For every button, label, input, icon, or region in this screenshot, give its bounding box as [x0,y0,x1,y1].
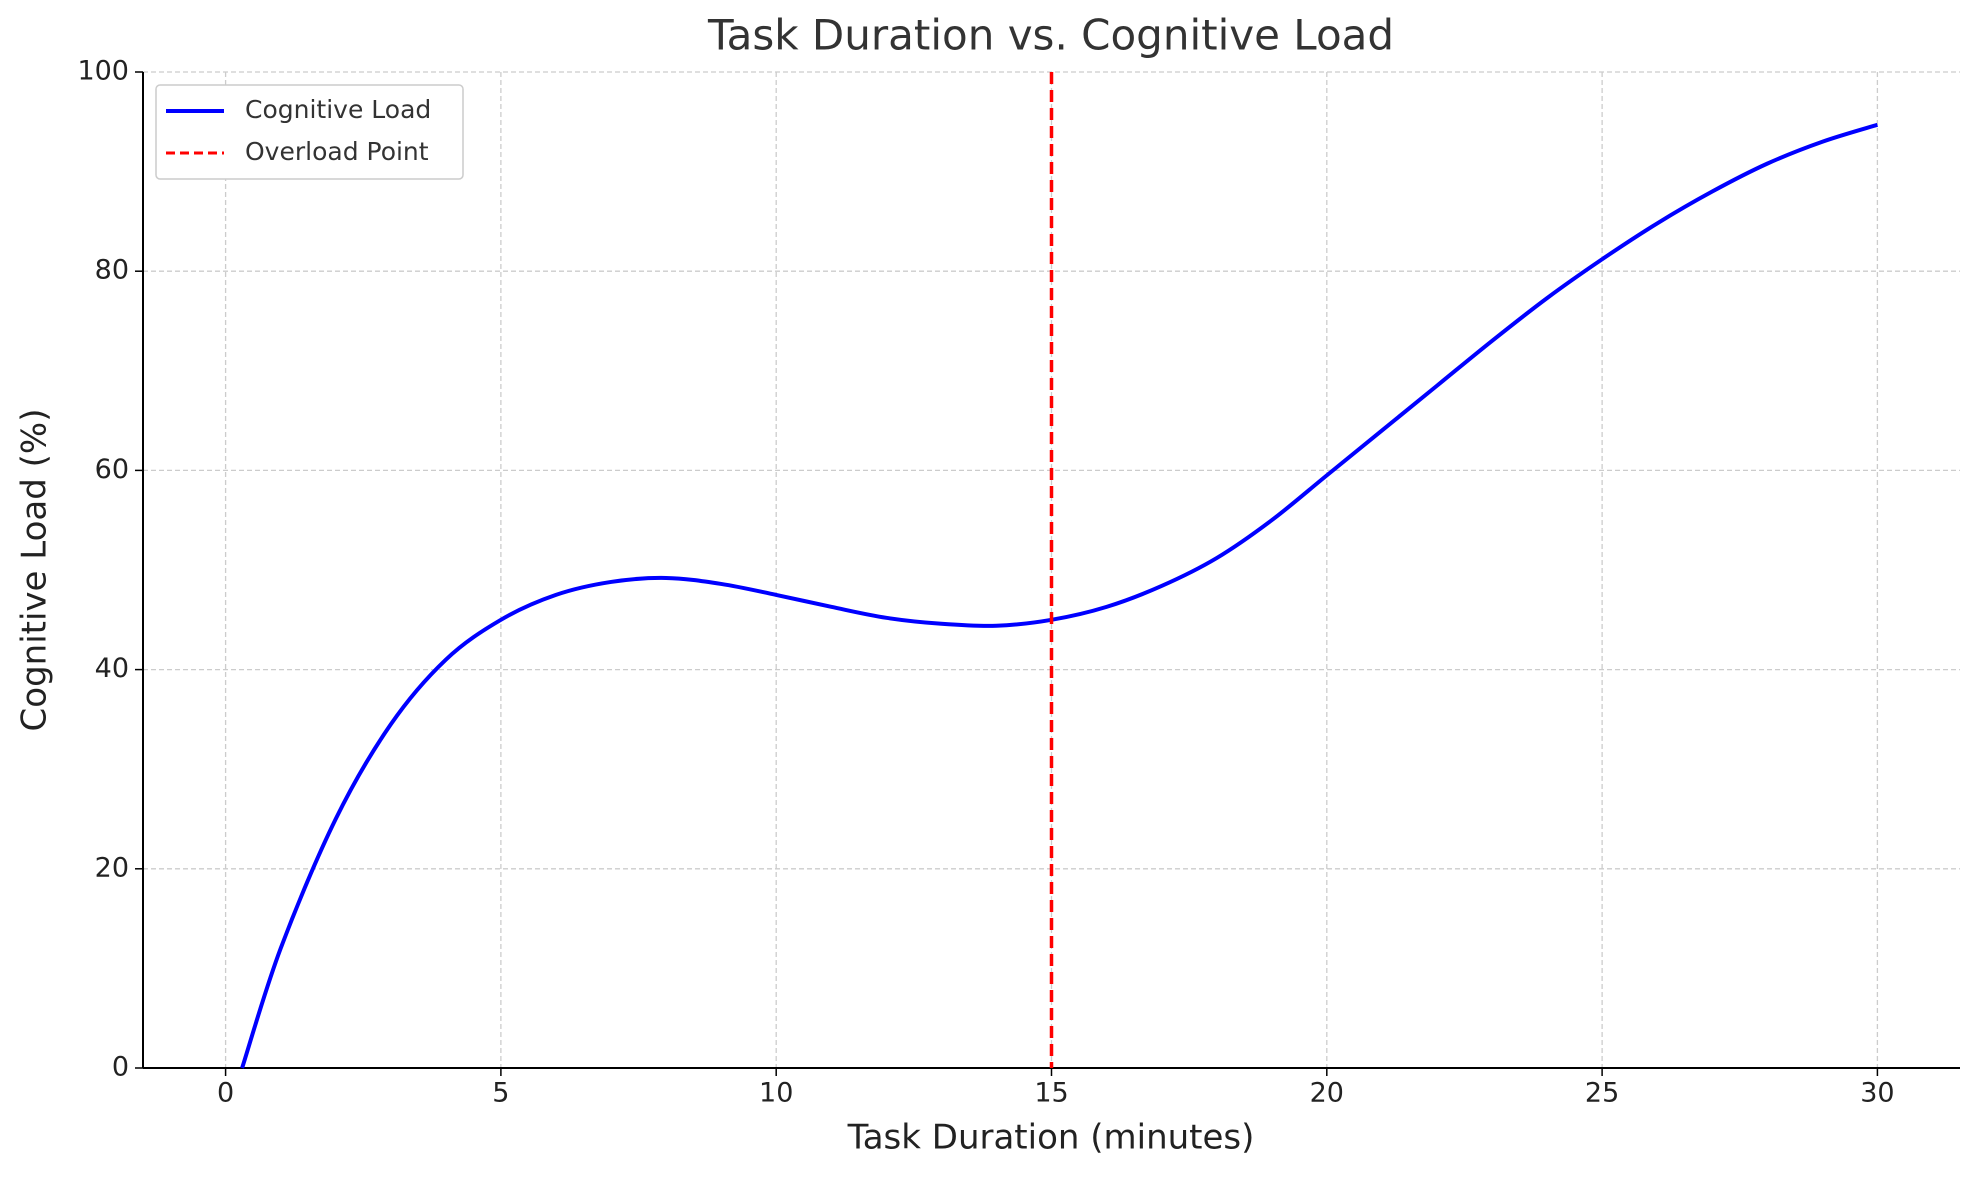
y-axis-label: Cognitive Load (%) [15,409,55,732]
x-axis-label: Task Duration (minutes) [847,1118,1255,1158]
x-tick-label: 5 [492,1078,509,1109]
x-tick-label: 30 [1860,1078,1894,1109]
chart-title: Task Duration vs. Cognitive Load [707,11,1394,60]
x-tick-label: 20 [1310,1078,1344,1109]
legend-label: Cognitive Load [245,95,431,124]
x-tick-label: 25 [1585,1078,1619,1109]
y-tick-label: 20 [95,852,129,883]
x-tick-label: 0 [217,1078,234,1109]
data-line [240,122,1878,1069]
y-tick-label: 80 [95,255,129,286]
legend-label: Overload Point [245,137,429,166]
x-tick-label: 15 [1034,1078,1068,1109]
y-tick-label: 60 [95,454,129,485]
y-tick-label: 100 [77,56,129,87]
legend-box [155,84,464,180]
y-tick-label: 40 [95,653,129,684]
x-tick-label: 10 [759,1078,793,1109]
y-tick-label: 0 [112,1052,129,1083]
